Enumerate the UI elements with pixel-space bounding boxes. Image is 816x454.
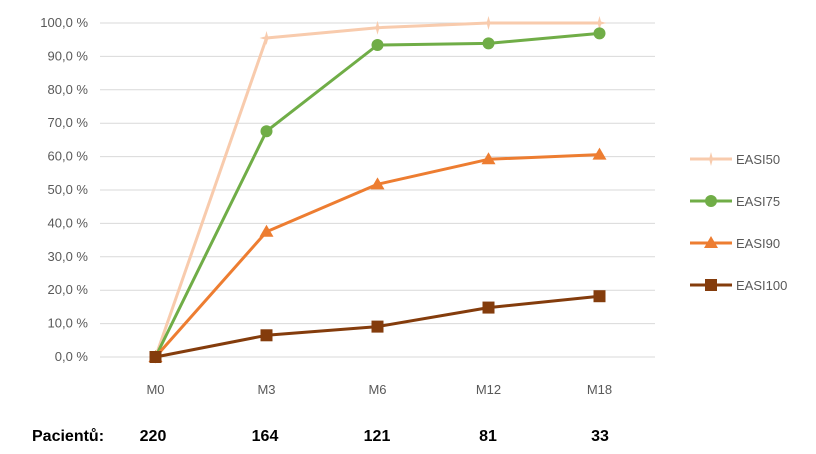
x-tick-label: M6 [368, 382, 386, 397]
y-tick-label: 90,0 % [48, 48, 89, 63]
y-tick-label: 80,0 % [48, 82, 89, 97]
data-point-easi90 [592, 147, 607, 160]
y-tick-label: 10,0 % [48, 316, 89, 331]
y-axis-ticks: 0,0 % 10,0 % 20,0 % 30,0 % 40,0 % 50,0 % 60,0 … [40, 15, 88, 364]
x-tick-label: M12 [476, 382, 501, 397]
legend-label: EASI75 [736, 194, 780, 209]
gridlines [100, 22, 655, 358]
y-tick-label: 100,0 % [40, 15, 88, 30]
series-group [148, 16, 607, 364]
legend-label: EASI50 [736, 152, 780, 167]
data-point-easi90 [481, 152, 496, 165]
data-point-easi100 [149, 351, 162, 363]
data-point-easi75 [260, 125, 273, 138]
data-point-easi90 [259, 224, 274, 237]
legend-marker [704, 152, 718, 166]
y-tick-label: 30,0 % [48, 249, 89, 264]
legend-marker [705, 195, 717, 207]
series-line-easi75 [154, 31, 601, 359]
y-tick-label: 40,0 % [48, 215, 89, 230]
patients-label: Pacientů: [32, 428, 104, 445]
patients-count: 164 [252, 428, 279, 445]
y-tick-label: 0,0 % [55, 349, 89, 364]
y-tick-label: 20,0 % [48, 282, 89, 297]
data-point-easi75 [593, 27, 606, 40]
x-axis-ticks: M0 M3 M6 M12 M18 [146, 382, 612, 397]
data-point-easi100 [482, 301, 495, 314]
legend-marker [704, 236, 718, 248]
y-tick-label: 70,0 % [48, 115, 89, 130]
patients-count: 33 [591, 428, 609, 445]
data-point-easi75 [482, 37, 495, 50]
x-tick-label: M18 [587, 382, 612, 397]
data-point-easi100 [593, 290, 606, 303]
legend: EASI50 EASI75 EASI90 EASI100 [690, 152, 787, 293]
x-tick-label: M0 [146, 382, 164, 397]
y-tick-label: 60,0 % [48, 149, 89, 164]
x-tick-label: M3 [257, 382, 275, 397]
patients-count: 220 [140, 428, 167, 445]
data-point-easi100 [260, 329, 273, 342]
legend-label: EASI100 [736, 278, 787, 293]
data-point-easi50 [592, 16, 607, 30]
data-point-easi50 [259, 31, 274, 45]
data-point-easi50 [370, 20, 385, 35]
y-tick-label: 50,0 % [48, 182, 89, 197]
patients-count: 81 [479, 428, 497, 445]
patients-row: Pacientů: 220 164 121 81 33 [32, 428, 609, 445]
data-point-easi75 [371, 39, 384, 52]
legend-label: EASI90 [736, 236, 780, 251]
data-point-easi50 [481, 16, 496, 30]
legend-marker [705, 279, 717, 291]
patients-count: 121 [364, 428, 391, 445]
data-point-easi90 [370, 177, 385, 190]
data-point-easi100 [371, 320, 384, 333]
